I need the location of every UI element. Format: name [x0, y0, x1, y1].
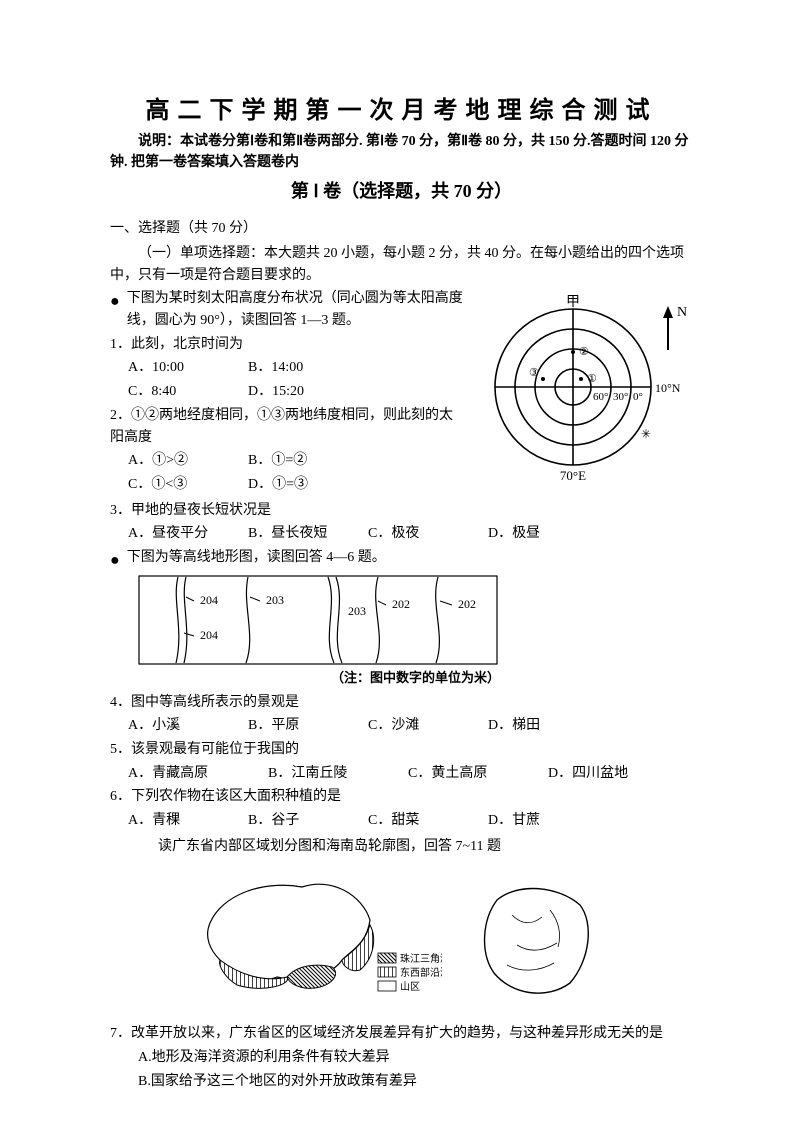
q6-options: A．青稞 B．谷子 C．甜菜 D．甘蔗 — [128, 810, 693, 832]
bullet-icon: ● — [110, 549, 120, 574]
q1-opt-a: A．10:00 — [128, 357, 248, 379]
q2-opt-a: A．①>② — [128, 450, 248, 472]
svg-text:✳: ✳ — [641, 427, 651, 441]
hainan-map — [462, 865, 612, 1015]
q5-text: 5．该景观最有可能位于我国的 — [110, 739, 693, 761]
exam-title: 高二下学期第一次月考地理综合测试 — [110, 90, 693, 125]
q3-options: A．昼夜平分 B．昼长夜短 C．极夜 D．极昼 — [128, 523, 693, 545]
q2-opt-c: C．①<③ — [128, 474, 248, 496]
section1-heading: 一、选择题（共 70 分） — [110, 217, 693, 237]
q1-options: A．10:00 B．14:00 — [128, 357, 463, 379]
guangdong-map: 珠江三角洲 东西部沿海 山区 — [192, 865, 442, 1015]
q4-options: A．小溪 B．平原 C．沙滩 D．梯田 — [128, 715, 693, 737]
q5-opt-d: D．四川盆地 — [548, 763, 688, 785]
svg-text:0°: 0° — [633, 391, 643, 403]
q5-options: A．青藏高原 B．江南丘陵 C．黄土高原 D．四川盆地 — [128, 763, 693, 785]
exam-page: { "title": "高二下学期第一次月考地理综合测试", "instruct… — [0, 0, 793, 1135]
q5-opt-a: A．青藏高原 — [128, 763, 268, 785]
q4-opt-d: D．梯田 — [488, 715, 608, 737]
q4-opt-c: C．沙滩 — [368, 715, 488, 737]
q3-opt-b: B．昼长夜短 — [248, 523, 368, 545]
q4-opt-a: A．小溪 — [128, 715, 248, 737]
single-choice-intro: （一）单项选择题：本大题共 20 小题，每小题 2 分，共 40 分。在每小题给… — [110, 243, 693, 286]
group2-stem-text: 下图为等高线地形图，读图回答 4—6 题。 — [127, 550, 386, 565]
q2-opt-d: D．①=③ — [248, 474, 368, 496]
svg-text:202: 202 — [458, 597, 476, 611]
q4-text: 4．图中等高线所表示的景观是 — [110, 692, 693, 714]
q3-text: 3．甲地的昼夜长短状况是 — [110, 500, 693, 522]
contour-caption: （注：图中数字的单位为米） — [138, 667, 693, 686]
maps-row: 珠江三角洲 东西部沿海 山区 — [110, 865, 693, 1015]
q2-opt-b: B．①=② — [248, 450, 368, 472]
q1-opt-b: B．14:00 — [248, 357, 368, 379]
contour-diagram: 204 203 203 202 202 204 （注：图中数字的单位为米） — [138, 575, 693, 686]
q6-opt-b: B．谷子 — [248, 810, 368, 832]
svg-text:203: 203 — [348, 604, 366, 618]
group1-stem-text: 下图为某时刻太阳高度分布状况（同心圆为等太阳高度线，圆心为 90°），读图回答 … — [127, 291, 463, 328]
svg-text:③: ③ — [529, 367, 539, 379]
group3-stem: 读广东省内部区域划分图和海南岛轮廓图，回答 7~11 题 — [158, 836, 693, 858]
bullet-icon: ● — [110, 290, 120, 315]
q5-opt-c: C．黄土高原 — [408, 763, 548, 785]
group1-stem: ● 下图为某时刻太阳高度分布状况（同心圆为等太阳高度线，圆心为 90°），读图回… — [110, 288, 693, 331]
exam-instructions: 说明：本试卷分第Ⅰ卷和第Ⅱ卷两部分. 第Ⅰ卷 70 分，第Ⅱ卷 80 分，共 1… — [110, 131, 693, 173]
svg-text:珠江三角洲: 珠江三角洲 — [400, 952, 442, 965]
q2-options-row2: C．①<③ D．①=③ — [128, 474, 463, 496]
svg-text:①: ① — [587, 373, 597, 385]
q6-opt-a: A．青稞 — [128, 810, 248, 832]
svg-text:60°: 60° — [593, 391, 608, 403]
svg-text:山区: 山区 — [400, 981, 420, 993]
svg-text:②: ② — [579, 346, 589, 358]
q5-opt-b: B．江南丘陵 — [268, 763, 408, 785]
q3-opt-c: C．极夜 — [368, 523, 488, 545]
svg-text:204: 204 — [200, 628, 218, 642]
q6-opt-c: C．甜菜 — [368, 810, 488, 832]
part1-title: 第 Ⅰ 卷（选择题，共 70 分） — [110, 177, 693, 203]
svg-text:10°N: 10°N — [655, 381, 681, 395]
svg-text:东西部沿海: 东西部沿海 — [400, 966, 442, 979]
q6-opt-d: D．甘蔗 — [488, 810, 608, 832]
q1-options-row2: C．8:40 D．15:20 — [128, 381, 463, 403]
svg-text:30°: 30° — [613, 391, 628, 403]
svg-text:70°E: 70°E — [560, 468, 586, 483]
q3-opt-a: A．昼夜平分 — [128, 523, 248, 545]
q1-opt-d: D．15:20 — [248, 381, 368, 403]
group2-stem: ● 下图为等高线地形图，读图回答 4—6 题。 — [110, 547, 693, 569]
svg-text:204: 204 — [200, 593, 218, 607]
q7-opt-b: B.国家给予这三个地区的对外开放政策有差异 — [138, 1071, 693, 1093]
q7-opt-a: A.地形及海洋资源的利用条件有较大差异 — [138, 1047, 693, 1069]
q3-opt-d: D．极昼 — [488, 523, 608, 545]
svg-text:203: 203 — [266, 593, 284, 607]
q7-text: 7．改革开放以来，广东省区的区域经济发展差异有扩大的趋势，与这种差异形成无关的是 — [110, 1023, 693, 1045]
q2-options: A．①>② B．①=② — [128, 450, 463, 472]
svg-text:202: 202 — [392, 597, 410, 611]
q6-text: 6．下列农作物在该区大面积种植的是 — [110, 786, 693, 808]
q1-opt-c: C．8:40 — [128, 381, 248, 403]
q4-opt-b: B．平原 — [248, 715, 368, 737]
